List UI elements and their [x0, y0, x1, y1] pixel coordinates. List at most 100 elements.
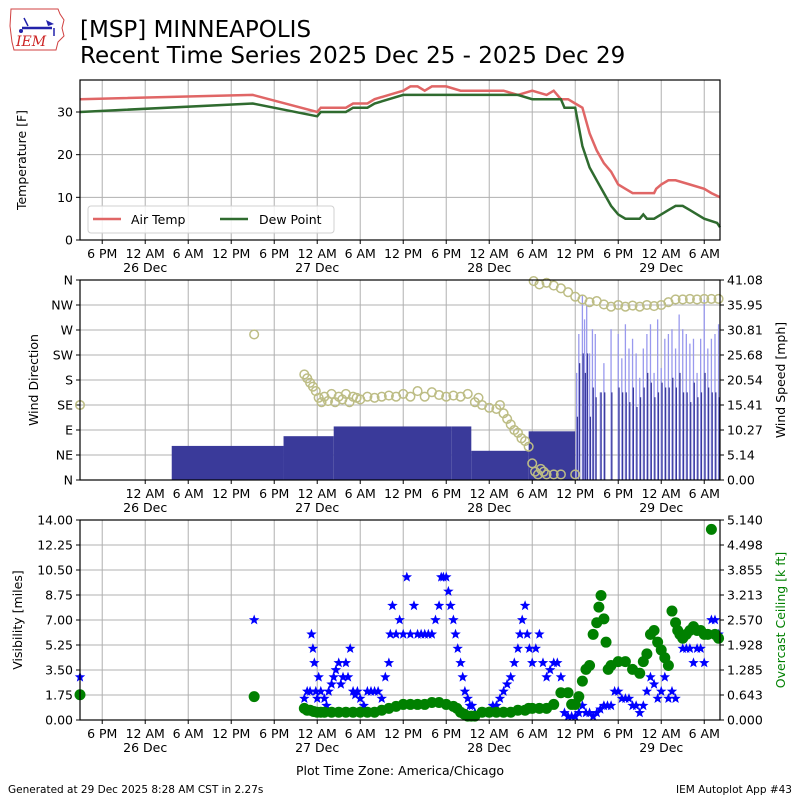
wind-direction-point: [249, 329, 260, 340]
y-right-tick-label: 15.41: [727, 398, 763, 413]
x-date-label: 29 Dec: [639, 260, 683, 275]
visibility-point: [522, 628, 533, 639]
y-right-tick-label: 1.285: [727, 663, 763, 678]
visibility-point: [634, 707, 645, 718]
x-tick-label: 6 AM: [345, 726, 376, 741]
x-date-label: 27 Dec: [295, 500, 339, 515]
visibility-point: [307, 643, 319, 653]
y-right-tick-label: 3.213: [727, 588, 763, 603]
visibility-point: [352, 685, 363, 696]
y-tick-label: N: [64, 273, 73, 288]
wind-direction-point: [555, 469, 566, 480]
air-temp-line: [79, 85, 721, 199]
wind-direction-point: [706, 293, 717, 304]
visibility-point: [309, 657, 320, 668]
wind-direction-point: [541, 469, 552, 480]
visibility-point: [321, 700, 332, 711]
logo-text: IEM: [15, 34, 47, 50]
visibility-point: [501, 678, 513, 689]
wind-direction-point: [412, 386, 423, 397]
visibility-point: [459, 685, 471, 696]
wind-speed-bar: [528, 431, 576, 480]
wind-direction-point: [563, 287, 574, 298]
wind-direction-point: [434, 389, 445, 401]
visibility-point: [527, 657, 538, 668]
ceiling-point: [634, 667, 646, 679]
y-tick-label: NE: [56, 448, 73, 463]
wind-direction-point: [692, 294, 703, 305]
y-right-tick-label: 2.570: [727, 613, 763, 628]
visibility-point: [491, 700, 502, 711]
app-credit: IEM Autoplot App #43: [676, 784, 792, 796]
visibility-point: [248, 614, 260, 625]
x-tick-label: 12 AM: [642, 726, 681, 741]
wind-direction-point: [462, 388, 473, 399]
legend-label-air-temp: Air Temp: [131, 212, 186, 227]
visibility-point: [358, 700, 369, 711]
visibility-point: [519, 600, 531, 611]
ceiling-point: [548, 698, 560, 710]
ceiling-point: [573, 691, 585, 703]
visibility-point: [666, 685, 678, 696]
visibility-point: [326, 678, 337, 689]
wind-direction-point: [494, 399, 506, 411]
visibility-point: [638, 700, 649, 711]
x-tick-label: 12 PM: [384, 726, 422, 741]
visibility-point: [462, 693, 473, 703]
ceiling-point: [619, 656, 631, 668]
visibility-point: [355, 693, 366, 703]
visibility-point: [544, 664, 556, 675]
y-tick-label: 0.00: [45, 713, 73, 728]
visibility-point: [306, 628, 317, 639]
wind-speed-bar: [333, 426, 452, 480]
visibility-point: [530, 643, 541, 653]
visibility-point: [524, 643, 535, 653]
visibility-point: [573, 707, 584, 718]
visibility-point: [688, 657, 699, 668]
y-right-tick-label: 35.95: [727, 298, 763, 313]
visibility-point: [659, 671, 670, 682]
x-tick-label: 12 PM: [384, 246, 422, 261]
y-tick-label: 8.75: [45, 588, 73, 603]
x-tick-label: 6 PM: [431, 726, 461, 741]
y-tick-label: S: [65, 373, 73, 388]
x-tick-label: 6 AM: [689, 486, 720, 501]
x-date-label: 29 Dec: [639, 500, 683, 515]
x-tick-label: 12 PM: [384, 486, 422, 501]
wind-direction-point: [528, 276, 539, 287]
visibility-point: [299, 693, 310, 703]
ceiling-point: [248, 691, 260, 703]
x-tick-label: 6 PM: [603, 246, 633, 261]
wind-direction-point: [699, 293, 710, 304]
visibility-point: [452, 643, 463, 653]
visibility-point: [337, 671, 349, 682]
visibility-point: [328, 671, 339, 682]
y-tick-label: 12.25: [37, 538, 73, 553]
y-axis-label-temperature: Temperature [F]: [14, 110, 29, 211]
y-tick-label: E: [65, 423, 73, 438]
visibility-point: [595, 703, 606, 714]
x-tick-label: 6 PM: [87, 726, 117, 741]
visibility-point: [591, 707, 602, 718]
x-tick-label: 12 AM: [126, 486, 165, 501]
wind-direction-point: [641, 299, 652, 311]
x-tick-label: 12 AM: [470, 486, 509, 501]
y-right-tick-label: 4.498: [727, 538, 763, 553]
y-tick-label: 10.50: [37, 563, 73, 578]
x-tick-label: 6 PM: [259, 246, 289, 261]
x-tick-label: 6 AM: [173, 246, 204, 261]
visibility-point: [498, 685, 509, 696]
x-date-label: 27 Dec: [295, 740, 339, 755]
visibility-point: [376, 693, 387, 703]
visibility-point: [455, 657, 466, 668]
visibility-point: [512, 643, 524, 653]
y-tick-label: 5.25: [45, 638, 73, 653]
x-tick-label: 12 AM: [126, 246, 165, 261]
y-right-tick-label: 0.643: [727, 688, 763, 703]
visibility-point: [387, 600, 398, 611]
wind-direction-point: [316, 397, 327, 408]
visibility-point: [537, 657, 549, 668]
visibility-point: [319, 693, 330, 703]
wind-direction-point: [677, 294, 688, 305]
ceiling-point: [593, 601, 605, 613]
